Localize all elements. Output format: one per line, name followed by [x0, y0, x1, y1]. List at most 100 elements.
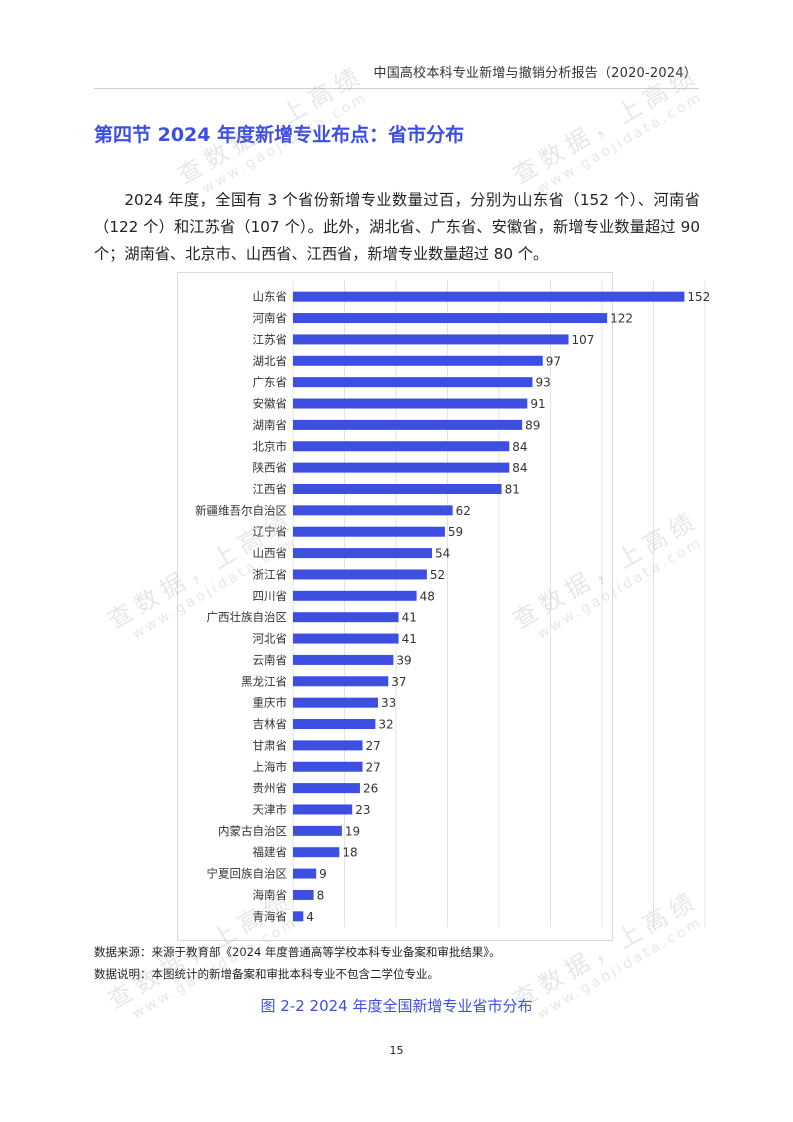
category-label: 天津市: [253, 802, 288, 816]
category-label: 河北省: [253, 632, 288, 646]
category-label: 湖北省: [253, 354, 288, 368]
value-label: 62: [456, 504, 471, 518]
data-explanation-note: 数据说明：本图统计的新增备案和审批本科专业不包含二学位专业。: [94, 967, 439, 981]
bar: [293, 441, 510, 452]
category-label: 吉林省: [253, 717, 288, 731]
value-label: 122: [610, 312, 633, 326]
bar: [293, 462, 510, 473]
value-label: 27: [366, 760, 381, 774]
category-label: 河南省: [253, 311, 288, 325]
value-label: 33: [381, 696, 396, 710]
running-header: 中国高校本科专业新增与撤销分析报告（2020-2024）: [373, 66, 697, 81]
category-label: 海南省: [253, 888, 288, 902]
value-label: 97: [546, 354, 561, 368]
bar: [293, 548, 433, 559]
category-label: 新疆维吾尔自治区: [195, 503, 287, 517]
value-label: 81: [505, 482, 520, 496]
value-label: 84: [512, 440, 527, 454]
category-label: 青海省: [253, 909, 288, 923]
bar: [293, 313, 608, 324]
category-label: 辽宁省: [253, 525, 288, 539]
value-label: 4: [306, 910, 314, 924]
bar: [293, 590, 417, 601]
category-label: 北京市: [253, 439, 288, 453]
value-label: 23: [355, 803, 370, 817]
bar: [293, 334, 569, 345]
bar: [293, 419, 523, 430]
category-label: 浙江省: [253, 567, 288, 581]
bar: [293, 569, 427, 580]
bar: [293, 825, 342, 836]
bar: [293, 804, 353, 815]
page-number: 15: [389, 1044, 404, 1057]
value-label: 107: [572, 333, 595, 347]
bar: [293, 654, 394, 665]
category-label: 上海市: [253, 760, 288, 774]
bar: [293, 889, 314, 900]
category-label: 湖南省: [253, 418, 288, 432]
value-label: 59: [448, 525, 463, 539]
figure-caption: 图 2-2 2024 年度全国新增专业省市分布: [260, 997, 533, 1015]
bar: [293, 740, 363, 751]
intro-paragraph: 2024 年度，全国有 3 个省份新增专业数量过百，分别为山东省（152 个）、…: [94, 191, 700, 264]
header-divider: [94, 88, 699, 89]
value-label: 39: [396, 653, 411, 667]
section-title: 第四节 2024 年度新增专业布点：省市分布: [94, 124, 465, 146]
bar: [293, 398, 528, 409]
bar: [293, 761, 363, 772]
bar: [293, 483, 502, 494]
value-label: 27: [366, 739, 381, 753]
value-label: 91: [530, 397, 545, 411]
category-label: 福建省: [253, 845, 288, 859]
category-label: 重庆市: [253, 696, 288, 710]
category-label: 广西壮族自治区: [207, 610, 288, 624]
data-source-note: 数据来源：来源于教育部《2024 年度普通高等学校本科专业备案和审批结果》。: [94, 945, 501, 959]
category-label: 江西省: [253, 482, 288, 496]
bar: [293, 355, 543, 366]
value-label: 19: [345, 824, 360, 838]
bar: [293, 505, 453, 516]
bar: [293, 526, 445, 537]
chart-frame: [177, 272, 613, 941]
value-label: 26: [363, 782, 378, 796]
bar: [293, 377, 533, 388]
value-label: 54: [435, 547, 450, 561]
value-label: 52: [430, 568, 445, 582]
bar: [293, 783, 360, 794]
bar: [293, 697, 378, 708]
category-label: 贵州省: [253, 781, 288, 795]
category-label: 甘肃省: [253, 738, 288, 752]
value-label: 32: [378, 718, 393, 732]
category-label: 云南省: [253, 653, 288, 667]
category-label: 陕西省: [253, 461, 288, 475]
value-label: 41: [402, 632, 417, 646]
watermark-url: www.gaojidata.com: [534, 89, 706, 198]
bar: [293, 868, 317, 879]
value-label: 9: [319, 867, 327, 881]
bar: [293, 633, 399, 644]
category-label: 山西省: [253, 546, 288, 560]
value-label: 48: [420, 589, 435, 603]
bar: [293, 911, 304, 922]
category-label: 黑龙江省: [241, 674, 287, 688]
category-label: 广东省: [253, 375, 288, 389]
bar: [293, 291, 685, 302]
value-label: 18: [342, 846, 357, 860]
category-label: 安徽省: [253, 397, 288, 411]
category-label: 宁夏回族自治区: [207, 867, 288, 881]
bar: [293, 612, 399, 623]
value-label: 93: [535, 376, 550, 390]
value-label: 89: [525, 418, 540, 432]
category-label: 山东省: [253, 290, 288, 304]
category-label: 四川省: [253, 589, 288, 603]
value-label: 84: [512, 461, 527, 475]
bar: [293, 719, 376, 730]
bar: [293, 847, 340, 858]
bar: [293, 676, 389, 687]
value-label: 37: [391, 675, 406, 689]
value-label: 8: [317, 888, 325, 902]
category-label: 江苏省: [253, 332, 288, 346]
category-label: 内蒙古自治区: [218, 824, 287, 838]
value-label: 152: [687, 290, 710, 304]
